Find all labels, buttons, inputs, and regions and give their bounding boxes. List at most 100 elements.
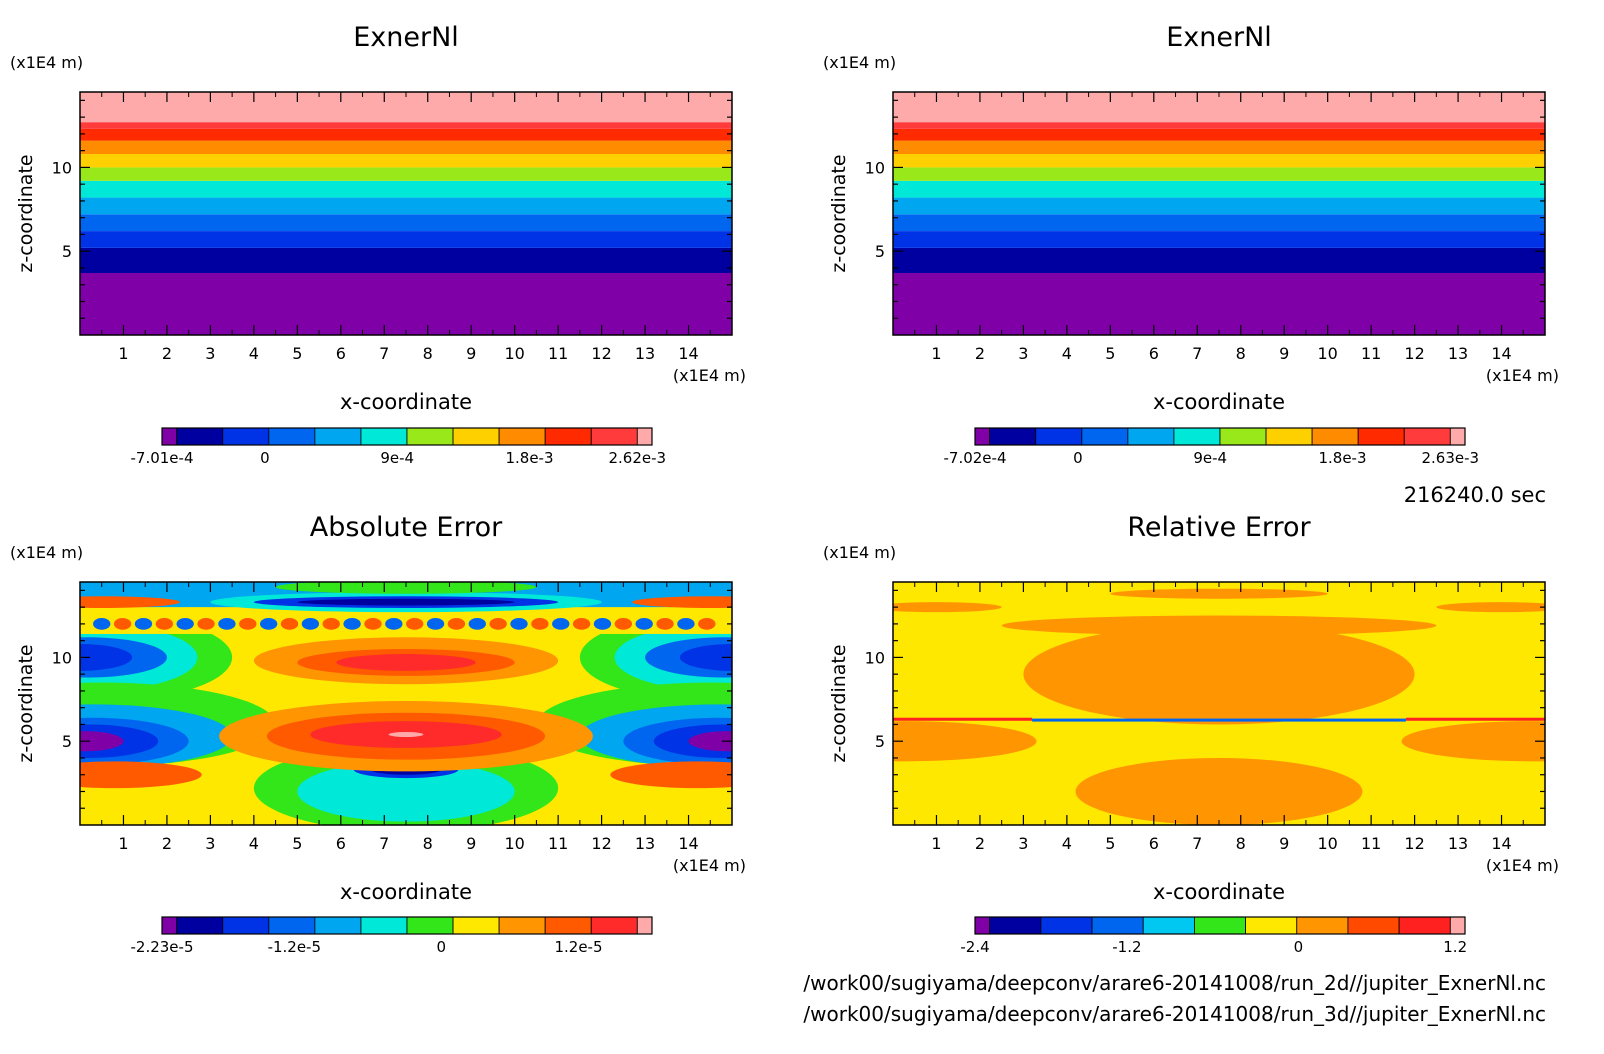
contour-band	[80, 214, 732, 232]
contour-region	[1075, 757, 1363, 825]
chart-title: Relative Error	[1127, 512, 1311, 543]
x-tick-label: 11	[1361, 834, 1381, 853]
contour-region	[364, 618, 382, 630]
colorbar-label: 2.62e-3	[609, 449, 667, 467]
x-tick-label: 10	[1317, 834, 1337, 853]
x-tick-label: 14	[678, 834, 698, 853]
x-tick-label: 10	[504, 834, 524, 853]
colorbar-swatch	[452, 427, 500, 446]
y-unit: (x1E4 m)	[823, 543, 896, 562]
x-tick-label: 8	[423, 834, 433, 853]
x-tick-label: 2	[975, 344, 985, 363]
contour-line	[893, 717, 1033, 721]
colorbar-swatch	[161, 427, 178, 446]
contour-band	[893, 247, 1545, 273]
x-tick-label: 4	[1062, 834, 1072, 853]
contour-region	[679, 644, 732, 671]
x-tick-label: 8	[1236, 834, 1246, 853]
y-unit: (x1E4 m)	[10, 53, 83, 72]
contour-region	[552, 618, 570, 630]
colorbar-label: 9e-4	[1193, 449, 1227, 467]
contour-region	[426, 618, 445, 630]
contour-region	[632, 596, 732, 608]
contour-region	[343, 618, 361, 630]
y-axis-label: z-coordinate	[15, 154, 37, 272]
colorbar-label: 1.2e-5	[554, 938, 602, 956]
contour-band	[80, 197, 732, 215]
y-tick-label: 10	[52, 158, 72, 177]
x-tick-label: 7	[1192, 344, 1202, 363]
colorbar-label: 1.8e-3	[505, 449, 553, 467]
contour-region	[155, 618, 174, 630]
contour-band	[893, 231, 1545, 248]
time-label: 216240.0 sec	[1404, 483, 1546, 507]
x-tick-label: 5	[1105, 834, 1115, 853]
colorbar-swatch	[268, 427, 316, 446]
x-tick-label: 3	[205, 834, 215, 853]
contour-band	[893, 180, 1545, 198]
x-unit: (x1E4 m)	[673, 856, 746, 875]
colorbar-label: 0	[437, 938, 447, 956]
colorbar-label: 0	[260, 449, 270, 467]
colorbar-swatch	[636, 427, 653, 446]
contour-line	[1405, 717, 1545, 721]
x-tick-label: 7	[379, 344, 389, 363]
x-tick-label: 14	[1491, 834, 1511, 853]
colorbar-frame	[974, 916, 1466, 935]
colorbar-label: -1.2	[1112, 938, 1141, 956]
contour-band	[80, 180, 732, 198]
contour-region	[489, 618, 507, 630]
colorbar-label: -2.4	[960, 938, 989, 956]
x-tick-label: 7	[1192, 834, 1202, 853]
contour-region	[297, 761, 515, 822]
x-tick-label: 2	[162, 344, 172, 363]
contour-region	[385, 618, 403, 630]
file-path-1: /work00/sugiyama/deepconv/arare6-2014100…	[803, 971, 1546, 995]
colorbar-swatch	[360, 427, 408, 446]
colorbar-swatch	[452, 916, 500, 935]
y-tick-label: 10	[865, 158, 885, 177]
colorbar-swatch	[1081, 427, 1129, 446]
colorbar-swatch	[1173, 427, 1221, 446]
colorbar-swatch	[1091, 916, 1144, 935]
contour-band	[893, 122, 1545, 129]
contour-band	[80, 128, 732, 141]
contour-field	[893, 582, 1545, 825]
contour-band	[80, 154, 732, 168]
colorbar-frame	[161, 427, 653, 446]
x-tick-label: 14	[678, 344, 698, 363]
colorbar-swatch	[1296, 916, 1349, 935]
x-tick-label: 3	[1018, 344, 1028, 363]
colorbar-swatch	[1398, 916, 1451, 935]
colorbar-swatch	[1347, 916, 1400, 935]
x-tick-label: 10	[504, 344, 524, 363]
y-tick-label: 5	[875, 242, 885, 261]
y-axis-label: z-coordinate	[828, 154, 850, 272]
y-tick-label: 10	[865, 648, 885, 667]
contour-region	[893, 721, 1037, 762]
y-axis-label: z-coordinate	[15, 644, 37, 762]
x-tick-label: 2	[162, 834, 172, 853]
y-tick-label: 5	[62, 732, 72, 751]
x-tick-label: 12	[591, 344, 611, 363]
x-tick-label: 11	[548, 834, 568, 853]
colorbar-swatch	[161, 916, 178, 935]
x-tick-label: 14	[1491, 344, 1511, 363]
contour-region	[80, 761, 202, 789]
y-unit: (x1E4 m)	[10, 543, 83, 562]
x-tick-label: 5	[292, 344, 302, 363]
x-tick-label: 9	[1279, 344, 1289, 363]
chart-title: Absolute Error	[310, 512, 503, 543]
contour-region	[176, 618, 194, 630]
contour-band	[893, 197, 1545, 215]
x-axis-label: x-coordinate	[340, 880, 472, 904]
contour-region	[614, 618, 633, 630]
contour-region	[610, 761, 732, 789]
colorbar-label: 1.8e-3	[1318, 449, 1366, 467]
x-axis-label: x-coordinate	[340, 390, 472, 414]
colorbar-swatch	[590, 916, 638, 935]
x-tick-label: 4	[249, 834, 259, 853]
contour-region	[218, 618, 236, 630]
colorbar-swatch	[1449, 427, 1466, 446]
